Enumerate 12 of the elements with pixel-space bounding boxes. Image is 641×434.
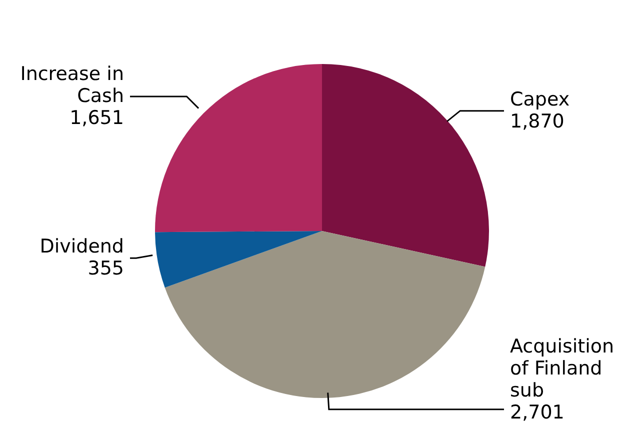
data-label: 2,701 bbox=[510, 402, 564, 424]
data-label: 1,870 bbox=[510, 110, 564, 132]
pie-slice bbox=[322, 64, 489, 267]
slice-label: Capex bbox=[510, 88, 570, 110]
pie-slice bbox=[155, 64, 322, 232]
slice-label: Increase in Cash bbox=[20, 63, 124, 108]
pie-slice bbox=[155, 231, 322, 288]
slice-label: Dividend bbox=[40, 236, 124, 258]
data-label: 1,651 bbox=[70, 107, 124, 130]
slice-label: Acquisition of Finland sub bbox=[510, 336, 614, 402]
pie-slice bbox=[164, 231, 486, 398]
data-label: 355 bbox=[88, 258, 124, 280]
